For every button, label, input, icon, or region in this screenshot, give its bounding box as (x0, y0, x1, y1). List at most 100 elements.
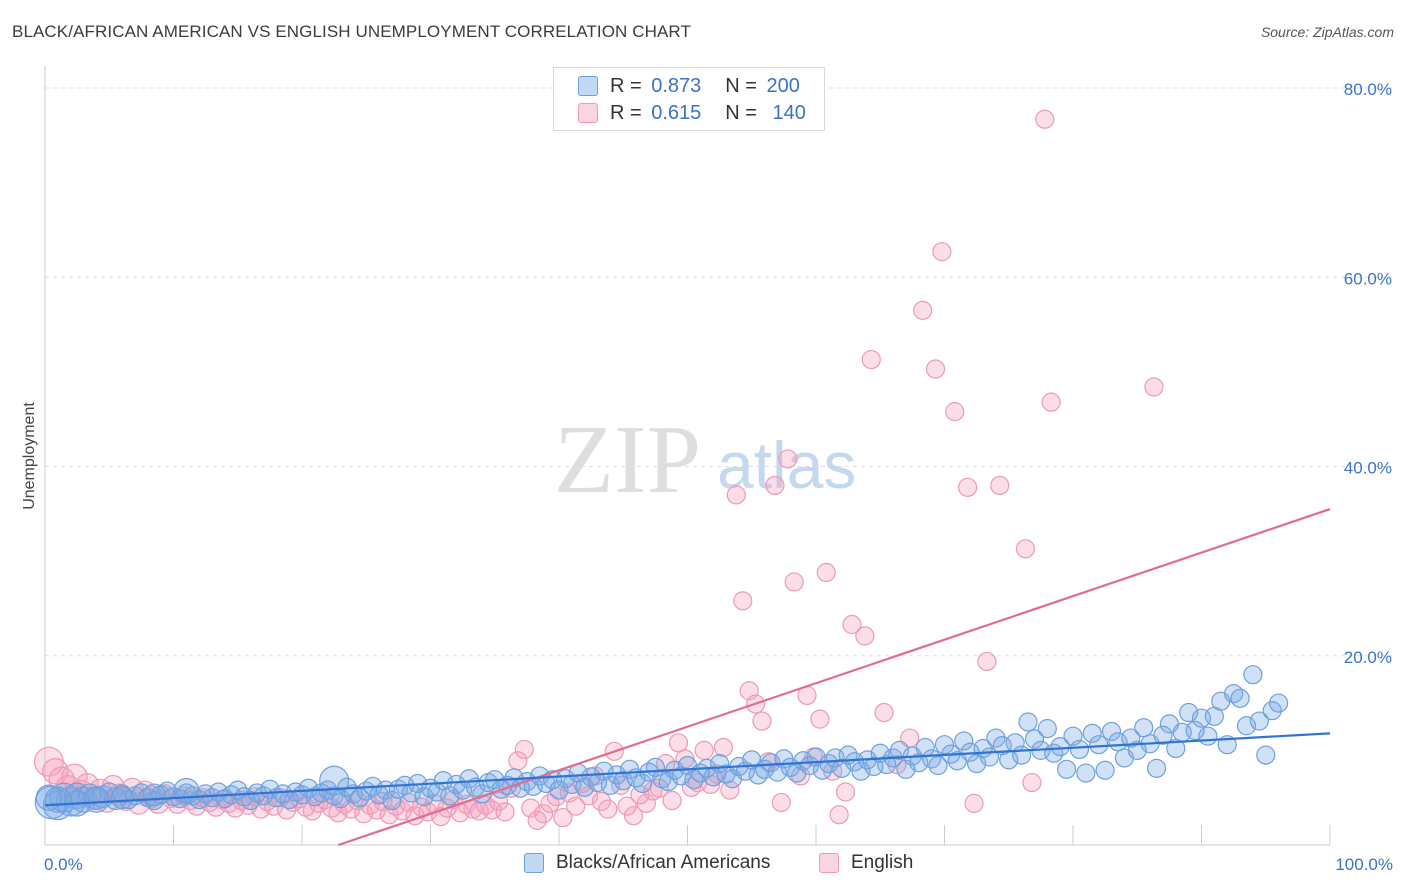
black-african-american-point (110, 786, 134, 810)
legend-label-english: English (851, 852, 914, 873)
black-african-american-point (173, 777, 200, 805)
black-african-american-point (1037, 719, 1057, 739)
english-point (752, 711, 772, 731)
english-point (765, 475, 785, 496)
black-african-american-point (35, 784, 63, 811)
english-trendline (337, 508, 1331, 847)
english-point (713, 737, 734, 758)
black-african-american-point (1198, 726, 1218, 746)
english-point (662, 790, 682, 811)
tick-labels: 20.0% 40.0% 60.0% 80.0% 0.0% 100.0% (44, 80, 1393, 874)
legend-swatch-pink (819, 853, 839, 873)
black-african-american-point (1268, 693, 1289, 713)
english-point (514, 739, 534, 760)
black-african-american-point (954, 731, 974, 751)
series-legend: Blacks/African Americans English (0, 852, 1406, 878)
black-african-american-point (1101, 721, 1122, 742)
legend-n-value: 140 (772, 101, 806, 124)
black-african-american-point (1018, 712, 1038, 732)
english-point (958, 477, 978, 497)
english-point (720, 780, 740, 800)
black-african-american-point (928, 755, 948, 776)
watermark-zip: ZIP (554, 406, 701, 514)
legend-r-label: R = (610, 74, 642, 97)
black-african-american-point (1243, 665, 1263, 685)
legend-swatch-blue (524, 853, 544, 873)
black-african-american-points (34, 665, 1289, 821)
english-point (816, 562, 836, 583)
legend-item-english: English (819, 852, 913, 874)
english-point (932, 242, 952, 262)
english-point (489, 791, 509, 812)
legend-row-english: R = 0.615 N = 140 (578, 100, 806, 126)
black-african-american-point (761, 753, 781, 773)
black-african-american-point (83, 786, 110, 813)
english-point (784, 572, 804, 592)
black-african-american-point (1050, 736, 1070, 757)
legend-swatch-pink (578, 103, 598, 123)
black-african-american-point (1121, 728, 1141, 748)
legend-r-value: 0.873 (651, 74, 702, 97)
chart-title: BLACK/AFRICAN AMERICAN VS ENGLISH UNEMPL… (12, 22, 691, 41)
english-point (1022, 772, 1042, 793)
english-point (977, 651, 997, 672)
english-point (990, 475, 1010, 496)
english-point (617, 796, 637, 816)
english-point (668, 733, 689, 753)
black-african-american-point (1024, 729, 1045, 749)
black-african-american-point (1262, 701, 1282, 721)
legend-swatch-blue (578, 76, 598, 96)
english-point (945, 402, 965, 422)
black-african-american-point (986, 728, 1006, 748)
english-point (598, 799, 618, 819)
y-tick-label: 60.0% (1344, 269, 1392, 288)
watermark: ZIP atlas (554, 406, 856, 514)
black-african-american-point (1249, 711, 1269, 731)
black-african-american-point (671, 766, 691, 786)
legend-r-label: R = (610, 101, 642, 124)
black-african-american-point (1256, 745, 1276, 765)
english-point (591, 791, 612, 812)
english-point (533, 804, 554, 824)
black-african-american-point (1069, 739, 1090, 760)
english-point (694, 740, 714, 760)
english-point (733, 591, 753, 611)
black-african-american-point (1230, 688, 1250, 708)
english-point (553, 807, 573, 828)
legend-n-value: 200 (766, 74, 800, 97)
black-african-american-point (1236, 716, 1257, 736)
black-african-american-point (594, 761, 614, 781)
english-point (726, 485, 746, 505)
legend-row-blacks: R = 0.873 N = 200 (578, 73, 800, 99)
black-african-american-point (1095, 760, 1115, 780)
english-point (835, 782, 856, 802)
english-point (829, 805, 849, 825)
english-point (778, 449, 798, 469)
x-tick-label: 100.0% (1335, 855, 1393, 874)
english-point (1015, 539, 1036, 559)
english-point (623, 806, 644, 826)
y-tick-label: 40.0% (1344, 459, 1392, 478)
black-african-american-point (575, 777, 595, 797)
legend-item-blacks: Blacks/African Americans (524, 852, 770, 874)
black-african-american-point (241, 790, 261, 811)
legend-n-label: N = (725, 101, 757, 124)
english-point (964, 793, 984, 813)
black-african-american-point (851, 761, 871, 781)
y-tick-label: 20.0% (1344, 648, 1392, 667)
english-point (861, 349, 881, 370)
black-african-american-point (382, 790, 402, 811)
black-african-american-point (600, 775, 621, 795)
black-african-american-point (1134, 718, 1154, 738)
black-african-american-point (934, 735, 955, 755)
black-african-american-point (1082, 723, 1102, 743)
source-label: Source: ZipAtlas.com (1260, 24, 1394, 40)
black-african-american-point (1011, 745, 1032, 765)
gridlines (45, 87, 1392, 657)
english-point (495, 802, 515, 822)
english-point (810, 709, 830, 729)
black-african-american-trendline (44, 732, 1331, 807)
black-african-american-point (142, 783, 166, 807)
english-point (1041, 392, 1061, 412)
